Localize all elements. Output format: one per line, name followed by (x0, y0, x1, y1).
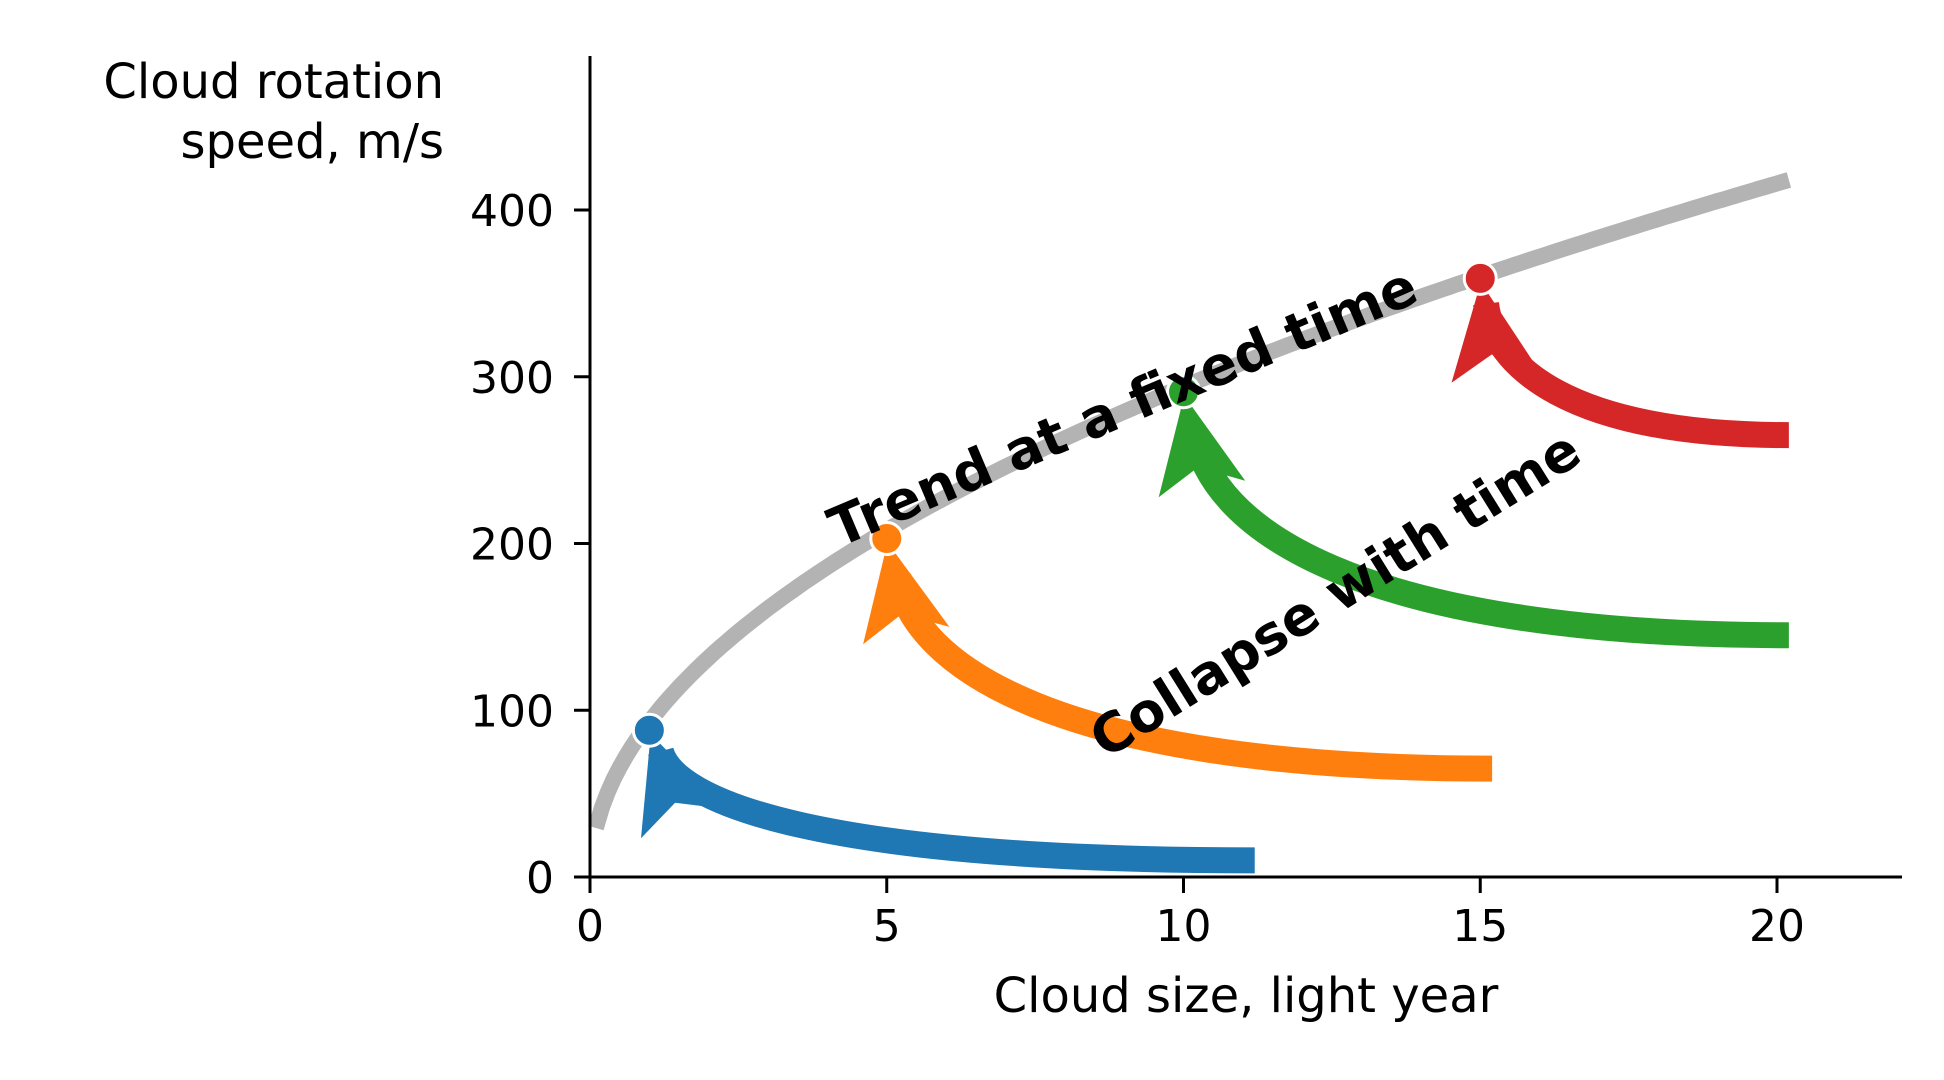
x-tick-label: 10 (1156, 901, 1212, 952)
collapse-arrow-head (1158, 395, 1246, 498)
axes: 0 5 10 15 20 0 100 200 300 400 (470, 56, 1902, 952)
collapse-arrow-shaft (1473, 301, 1789, 449)
x-tick-label: 5 (873, 901, 901, 952)
y-tick-label: 400 (470, 186, 554, 237)
x-tick-label: 15 (1452, 901, 1508, 952)
trend-point (869, 520, 905, 556)
y-tick-label: 100 (470, 686, 554, 737)
x-ticks: 0 5 10 15 20 (576, 877, 1805, 952)
collapse-arrow-shaft (1182, 428, 1789, 649)
trend-curve-group (588, 172, 1792, 831)
y-tick-label: 300 (470, 353, 554, 404)
x-tick-label: 0 (576, 901, 604, 952)
trend-point (1462, 260, 1498, 296)
x-axis-label: Cloud size, light year (994, 968, 1499, 1024)
trend-curve (588, 172, 1792, 831)
trend-points (631, 260, 1498, 748)
y-axis-label-line-1: Cloud rotation (103, 54, 444, 110)
collapse-arrow-head (1451, 282, 1539, 383)
collapse-arrow-head (863, 542, 950, 645)
collapse-annotation: Collapse with time (1079, 418, 1592, 771)
collapse-arrow-head (641, 734, 724, 839)
y-tick-label: 0 (526, 853, 554, 904)
trend-annotation: Trend at a fixed time (819, 254, 1426, 559)
y-axis-label-line-2: speed, m/s (181, 114, 444, 170)
trend-point (1166, 374, 1201, 410)
y-tick-label: 200 (470, 520, 554, 571)
x-tick-label: 20 (1749, 901, 1805, 952)
y-ticks: 0 100 200 300 400 (470, 186, 590, 904)
collapse-arrow-shaft (648, 746, 1255, 874)
trend-point (631, 712, 667, 748)
collapse-arrows (641, 282, 1789, 874)
